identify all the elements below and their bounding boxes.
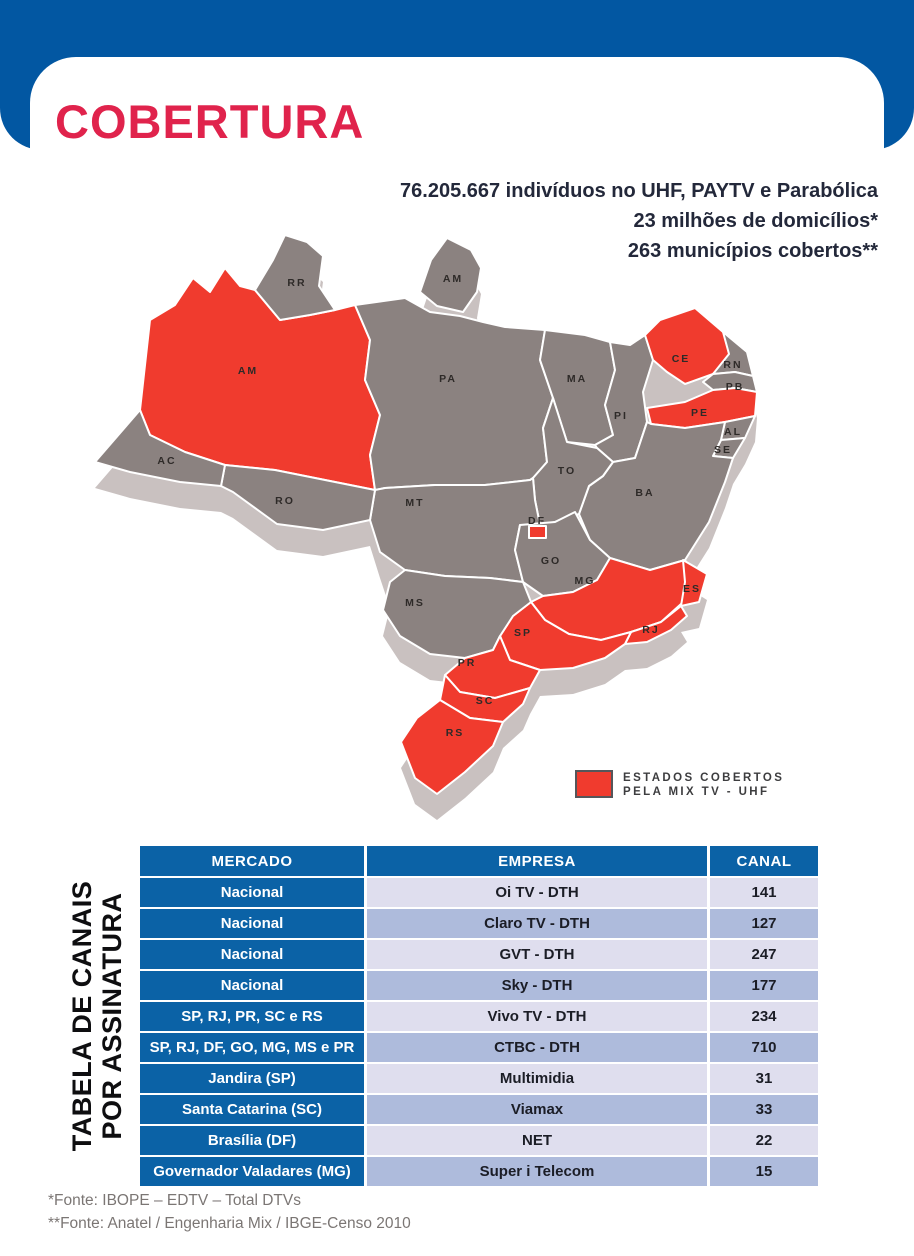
footnote-2: **Fonte: Anatel / Engenharia Mix / IBGE-… bbox=[48, 1215, 411, 1232]
table-cell-mercado: SP, RJ, DF, GO, MG, MS e PR bbox=[140, 1033, 364, 1062]
table-cell-canal: 141 bbox=[710, 878, 818, 907]
state-rr-shape bbox=[254, 234, 336, 321]
state-ms-shape bbox=[382, 569, 532, 659]
state-ap-label: AM bbox=[443, 273, 463, 285]
table-cell-empresa: Viamax bbox=[367, 1095, 707, 1124]
stat-households: 23 milhões de domicílios* bbox=[633, 210, 878, 232]
state-rs-shape bbox=[400, 699, 504, 795]
table-cell-canal: 33 bbox=[710, 1095, 818, 1124]
state-am-label: AM bbox=[238, 365, 258, 377]
table-cell-canal: 15 bbox=[710, 1157, 818, 1186]
channels-table: MERCADO EMPRESA CANAL Nacional Oi TV - D… bbox=[140, 846, 818, 1186]
footnote-1: *Fonte: IBOPE – EDTV – Total DTVs bbox=[48, 1192, 301, 1209]
table-cell-canal: 22 bbox=[710, 1126, 818, 1155]
table-cell-empresa: Claro TV - DTH bbox=[367, 909, 707, 938]
table-side-title-line-1: TABELA DE CANAIS bbox=[66, 880, 97, 1152]
table-cell-mercado: Brasília (DF) bbox=[140, 1126, 364, 1155]
state-ba-label: BA bbox=[635, 487, 654, 499]
state-pa-label: PA bbox=[439, 373, 457, 385]
state-se-label: SE bbox=[714, 444, 732, 456]
state-rs-label: RS bbox=[446, 727, 465, 739]
table-cell-canal: 710 bbox=[710, 1033, 818, 1062]
table-cell-mercado: Governador Valadares (MG) bbox=[140, 1157, 364, 1186]
state-sc-label: SC bbox=[476, 695, 495, 707]
table-cell-empresa: Vivo TV - DTH bbox=[367, 1002, 707, 1031]
state-pe-label: PE bbox=[691, 407, 709, 419]
state-go-label: GO bbox=[541, 555, 561, 567]
state-pa-shape bbox=[354, 297, 554, 491]
state-mt-label: MT bbox=[405, 497, 424, 509]
table-cell-mercado: Nacional bbox=[140, 940, 364, 969]
state-to-label: TO bbox=[558, 465, 576, 477]
table-cell-mercado: Nacional bbox=[140, 878, 364, 907]
state-es-shape bbox=[680, 559, 708, 607]
state-ap-shape bbox=[419, 237, 482, 313]
table-cell-mercado: Santa Catarina (SC) bbox=[140, 1095, 364, 1124]
state-pb-label: PB bbox=[726, 381, 745, 393]
state-ce-label: CE bbox=[672, 353, 691, 365]
table-side-title: TABELA DE CANAIS POR ASSINATURA bbox=[67, 881, 127, 1152]
table-cell-mercado: SP, RJ, PR, SC e RS bbox=[140, 1002, 364, 1031]
stat-municipalities: 263 municípios cobertos** bbox=[627, 240, 878, 262]
table-cell-mercado: Nacional bbox=[140, 971, 364, 1000]
table-cell-empresa: NET bbox=[367, 1126, 707, 1155]
table-cell-canal: 177 bbox=[710, 971, 818, 1000]
legend-text: ESTADOS COBERTOS PELA MIX TV - UHF bbox=[623, 770, 784, 799]
coverage-stats: 76.205.667 indivíduos no UHF, PAYTV e Pa… bbox=[400, 176, 878, 266]
map-legend: ESTADOS COBERTOS PELA MIX TV - UHF bbox=[575, 770, 784, 799]
state-ac-shape bbox=[94, 409, 226, 487]
state-ms-label: MS bbox=[405, 597, 425, 609]
table-cell-canal: 127 bbox=[710, 909, 818, 938]
table-cell-empresa: Multimidia bbox=[367, 1064, 707, 1093]
table-cell-empresa: Oi TV - DTH bbox=[367, 878, 707, 907]
state-pr-label: PR bbox=[458, 657, 477, 669]
state-pi-label: PI bbox=[614, 410, 628, 422]
brazil-map: RR AM AM PA MA PI CE RN PB PE AL SE AC R… bbox=[85, 230, 765, 830]
footnotes: *Fonte: IBOPE – EDTV – Total DTVs **Font… bbox=[48, 1189, 411, 1235]
state-ma-label: MA bbox=[567, 373, 587, 385]
column-header-empresa: EMPRESA bbox=[367, 846, 707, 876]
state-al-label: AL bbox=[724, 426, 742, 438]
table-cell-empresa: Sky - DTH bbox=[367, 971, 707, 1000]
column-header-canal: CANAL bbox=[710, 846, 818, 876]
state-rn-label: RN bbox=[723, 359, 742, 371]
state-rr-label: RR bbox=[287, 277, 306, 289]
state-ro-shape bbox=[220, 464, 376, 531]
table-cell-canal: 234 bbox=[710, 1002, 818, 1031]
legend-covered-swatch bbox=[575, 770, 613, 798]
state-df-label: DF bbox=[528, 515, 546, 527]
state-es-label: ES bbox=[683, 583, 701, 595]
table-cell-canal: 247 bbox=[710, 940, 818, 969]
column-header-mercado: MERCADO bbox=[140, 846, 364, 876]
legend-line-2: PELA MIX TV - UHF bbox=[623, 786, 770, 798]
state-sp-label: SP bbox=[514, 627, 532, 639]
table-cell-canal: 31 bbox=[710, 1064, 818, 1093]
state-ac-label: AC bbox=[157, 455, 176, 467]
table-cell-empresa: GVT - DTH bbox=[367, 940, 707, 969]
state-mg-label: MG bbox=[575, 575, 596, 587]
legend-line-1: ESTADOS COBERTOS bbox=[623, 772, 785, 784]
table-cell-mercado: Jandira (SP) bbox=[140, 1064, 364, 1093]
stat-individuals: 76.205.667 indivíduos no UHF, PAYTV e Pa… bbox=[400, 180, 878, 202]
table-side-title-line-2: POR ASSINATURA bbox=[97, 892, 127, 1140]
page-title: COBERTURA bbox=[55, 95, 365, 148]
table-cell-empresa: CTBC - DTH bbox=[367, 1033, 707, 1062]
state-ro-label: RO bbox=[275, 495, 295, 507]
state-rj-label: RJ bbox=[642, 624, 659, 636]
state-rj-shape bbox=[624, 605, 688, 645]
table-cell-mercado: Nacional bbox=[140, 909, 364, 938]
table-cell-empresa: Super i Telecom bbox=[367, 1157, 707, 1186]
state-df-shape bbox=[528, 525, 547, 539]
